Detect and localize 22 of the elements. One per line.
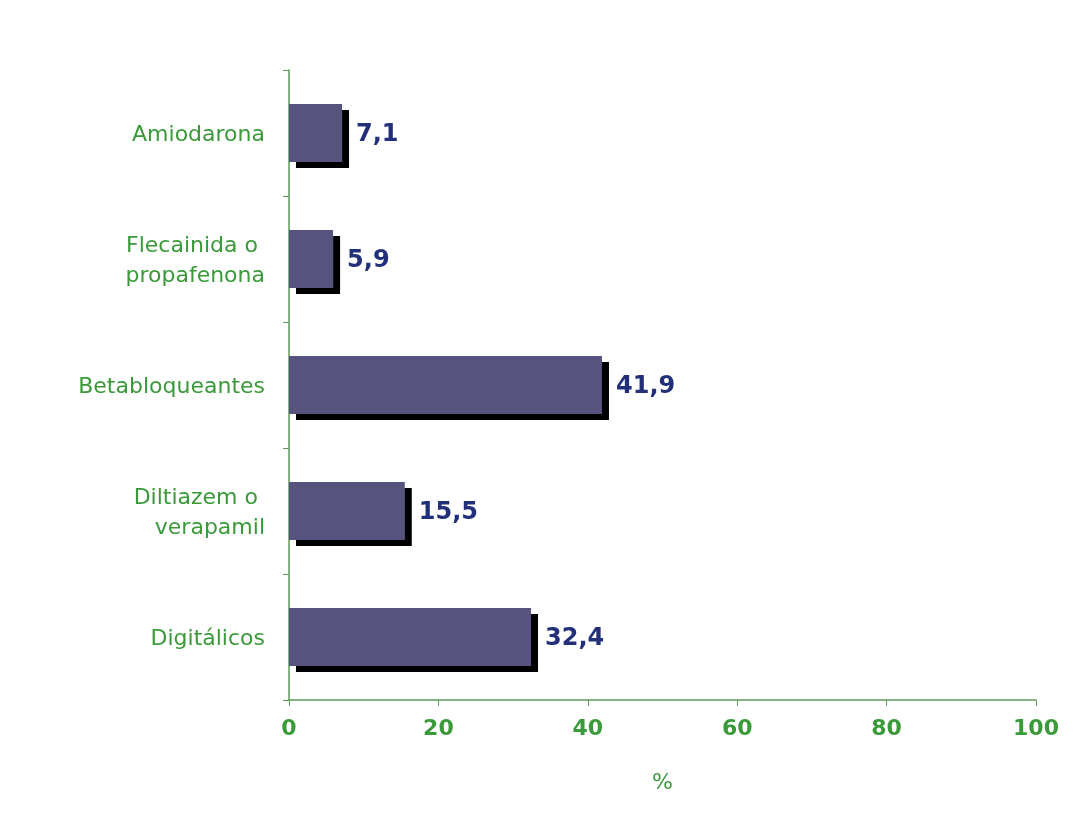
bar	[289, 104, 343, 162]
x-tick-label: 40	[572, 714, 604, 740]
y-tick-label: Flecainida o propafenona	[125, 231, 265, 287]
bar	[289, 482, 405, 540]
y-tick-label: Digitálicos	[150, 624, 265, 650]
x-tick-label: 60	[721, 714, 753, 740]
x-tick-label: 20	[423, 714, 454, 740]
y-tick-label: Diltiazem o verapamil	[133, 483, 265, 539]
data-label: 32,4	[545, 623, 605, 651]
data-label: 5,9	[347, 245, 390, 273]
bar	[289, 230, 334, 288]
x-tick-label: 100	[1013, 714, 1059, 740]
y-tick-label: Amiodarona	[132, 120, 265, 146]
bar	[289, 608, 532, 666]
y-tick-label: Betabloqueantes	[78, 372, 265, 398]
x-tick-label: 0	[281, 714, 297, 740]
bar	[289, 356, 602, 414]
data-label: 41,9	[615, 371, 676, 399]
data-label: 15,5	[418, 497, 478, 525]
x-tick-label: 80	[871, 714, 902, 740]
x-axis-title: %	[652, 768, 673, 794]
data-label: 7,1	[356, 119, 399, 147]
